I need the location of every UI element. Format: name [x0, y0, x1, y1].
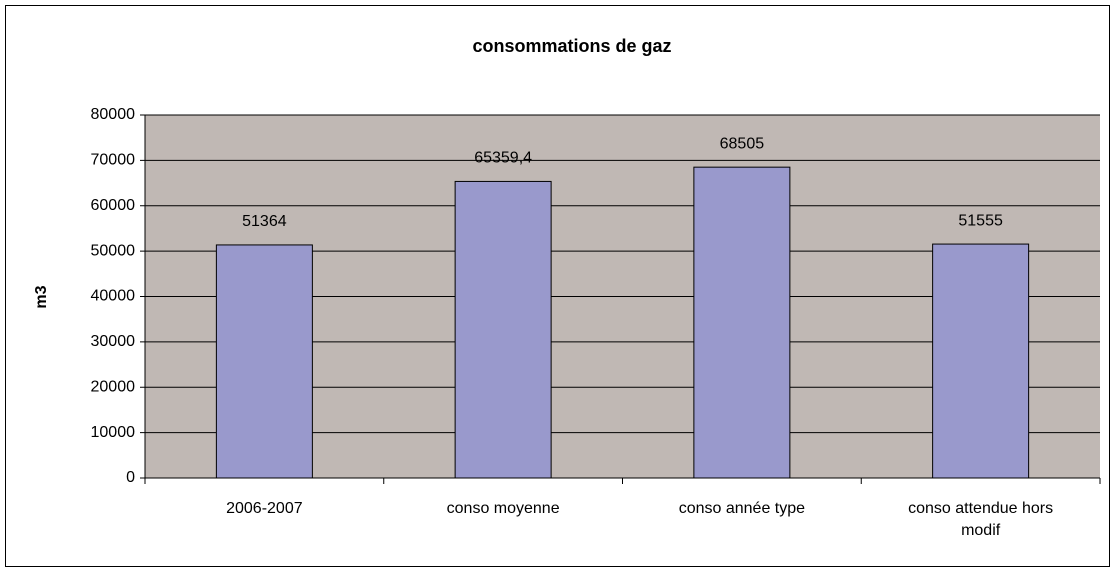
- chart-title: consommations de gaz: [472, 36, 671, 56]
- y-tick-label: 10000: [91, 424, 136, 441]
- y-axis-label: m3: [33, 285, 50, 308]
- x-tick-label-box: conso année type: [678, 500, 806, 517]
- data-label: 51555: [958, 212, 1003, 229]
- y-tick-label: 80000: [91, 106, 136, 123]
- x-tick-label: 2006-2007: [226, 500, 303, 517]
- x-tick-label-box: conso attendue hors modif: [908, 500, 1054, 539]
- data-label: 51364: [242, 213, 287, 230]
- y-tick-label: 70000: [91, 152, 136, 169]
- x-tick-label-box: 2006-2007: [226, 500, 303, 517]
- data-label: 68505: [720, 135, 765, 152]
- y-tick-label: 50000: [91, 242, 136, 259]
- bar: [454, 180, 552, 479]
- y-tick-label: 40000: [91, 288, 136, 305]
- bar: [215, 244, 313, 479]
- bar: [932, 243, 1030, 479]
- y-tick-label: 20000: [91, 378, 136, 395]
- x-tick-label: conso année type: [678, 500, 806, 517]
- x-tick-label: conso attendue hors modif: [908, 500, 1054, 539]
- data-label: 65359,4: [474, 150, 532, 167]
- x-tick-label: conso moyenne: [446, 500, 560, 517]
- y-tick-label: 30000: [91, 333, 136, 350]
- bar: [693, 166, 791, 479]
- y-tick-label: 60000: [91, 197, 136, 214]
- x-tick-label-box: conso moyenne: [446, 500, 560, 517]
- y-tick-label: 0: [126, 469, 135, 486]
